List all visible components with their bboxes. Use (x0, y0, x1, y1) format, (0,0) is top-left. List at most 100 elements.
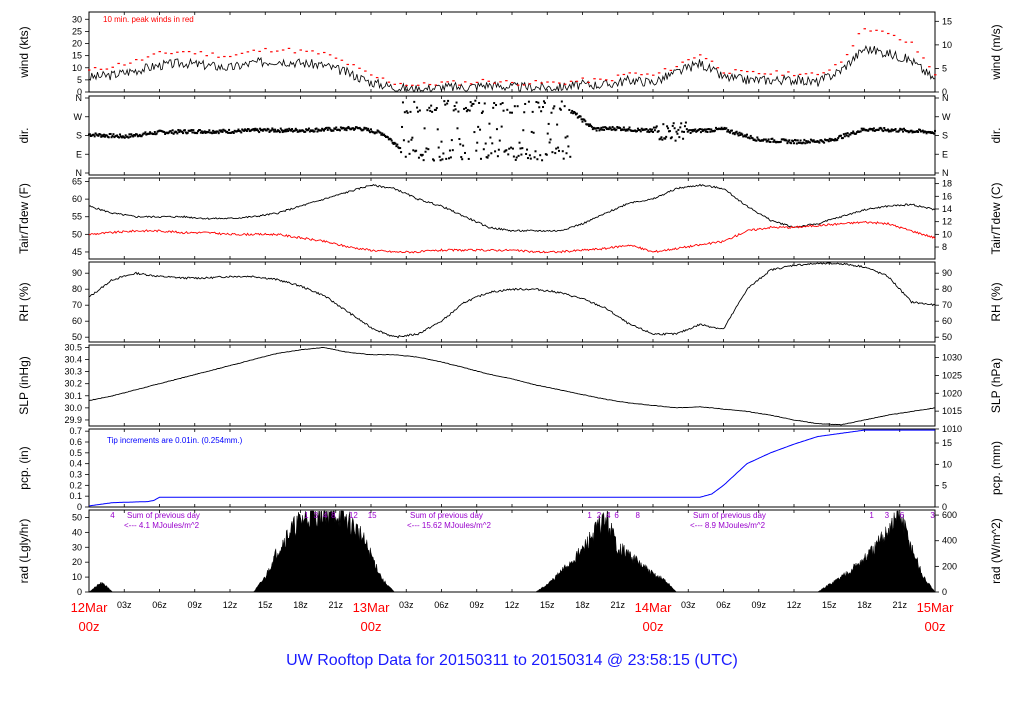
dir-point (735, 130, 738, 133)
dir-point (880, 127, 883, 130)
dir-point (890, 128, 893, 131)
dir-point (464, 106, 467, 109)
dir-point (445, 157, 448, 160)
dir-point (676, 132, 679, 135)
dir-point (531, 110, 534, 113)
dir-point (220, 129, 223, 132)
dir-point (105, 134, 108, 137)
dir-point (682, 137, 685, 140)
dir-point (141, 133, 144, 136)
wind-peak-point (581, 77, 584, 79)
rad-hour-mark: 4 (323, 511, 328, 520)
dir-point (640, 127, 643, 130)
dir-point (472, 102, 475, 105)
dir-right-tick-label: S (942, 131, 948, 141)
slp-left-tick-label: 30.2 (64, 379, 82, 389)
dir-point (401, 101, 404, 104)
rad-right-tick-label: 200 (942, 561, 957, 571)
dir-point (381, 132, 384, 135)
rad-right-tick-label: 400 (942, 536, 957, 546)
dir-point (902, 127, 905, 130)
dir-point (729, 131, 732, 134)
dir-point (440, 140, 443, 143)
dir-point (621, 128, 624, 131)
air-temp-line (88, 183, 936, 233)
dir-point (545, 153, 548, 156)
dir-point (412, 149, 415, 152)
dir-point (796, 139, 799, 142)
x-hour-tick-label: 12z (223, 600, 238, 610)
dir-point (636, 127, 639, 130)
dir-point (579, 115, 582, 118)
dir-point (683, 130, 686, 133)
dir-point (550, 111, 553, 114)
wind-peak-point (317, 53, 320, 55)
dir-point (155, 132, 158, 135)
slp-left-tick-label: 30.1 (64, 391, 82, 401)
wind-peak-point (857, 33, 861, 35)
dir-point (365, 127, 368, 130)
dir-point (558, 107, 561, 110)
dir-point (615, 128, 618, 131)
dir-point (423, 127, 426, 130)
dir-point (200, 130, 203, 133)
dir-point (511, 147, 514, 150)
dir-point (652, 130, 654, 133)
dir-point (901, 128, 904, 131)
dir-point (509, 111, 512, 114)
rad-hour-mark: 1 (869, 511, 874, 520)
dir-point (417, 156, 420, 159)
dir-point (171, 129, 174, 132)
wind-peak-point (616, 74, 620, 76)
x-hour-tick-label: 06z (716, 600, 731, 610)
dir-point (127, 136, 130, 139)
dir-point (710, 128, 713, 131)
wind-peak-point (851, 45, 855, 47)
dir-point (345, 129, 348, 132)
wind-peak-point (458, 84, 461, 86)
dir-point (100, 135, 103, 138)
dir-point (476, 141, 479, 144)
temp-left-tick-label: 45 (72, 247, 82, 257)
wind-peak-point (657, 72, 661, 74)
rh-right-tick-label: 60 (942, 316, 952, 326)
x-hour-tick-label: 03z (399, 600, 414, 610)
dir-left-tick-label: E (76, 149, 82, 159)
wind-peak-point (258, 50, 261, 53)
dir-point (560, 100, 563, 103)
dir-point (213, 130, 216, 133)
wind-peak-point (334, 57, 338, 59)
dir-point (561, 150, 564, 153)
dir-point (665, 135, 668, 138)
dir-point (925, 132, 928, 135)
wind-left-tick-label: 0 (77, 87, 82, 97)
dir-point (198, 129, 201, 132)
rad-hour-mark: 8 (331, 511, 336, 520)
dir-point (510, 146, 513, 149)
rad-panel-frame (88, 509, 936, 593)
dir-point (568, 108, 571, 111)
dir-point (628, 126, 631, 129)
dir-point (494, 150, 497, 153)
dir-point (463, 107, 466, 110)
wind-peak-point (88, 69, 91, 71)
dir-point (213, 131, 216, 134)
dir-point (258, 131, 261, 134)
dir-point (846, 132, 849, 135)
dir-point (684, 121, 687, 124)
dir-point (391, 141, 394, 144)
dir-point (555, 147, 558, 150)
dir-point (448, 149, 451, 152)
dir-point (829, 139, 832, 142)
wind-peak-point (869, 30, 872, 32)
wind-peak-point (810, 72, 814, 74)
dir-point (352, 127, 355, 130)
dir-point (564, 136, 567, 139)
dir-point (268, 130, 271, 133)
dir-point (305, 128, 308, 131)
dir-point (571, 109, 574, 112)
dir-point (259, 127, 262, 130)
dir-point (764, 138, 767, 141)
dir-point (793, 142, 795, 145)
dir-point (308, 130, 311, 133)
